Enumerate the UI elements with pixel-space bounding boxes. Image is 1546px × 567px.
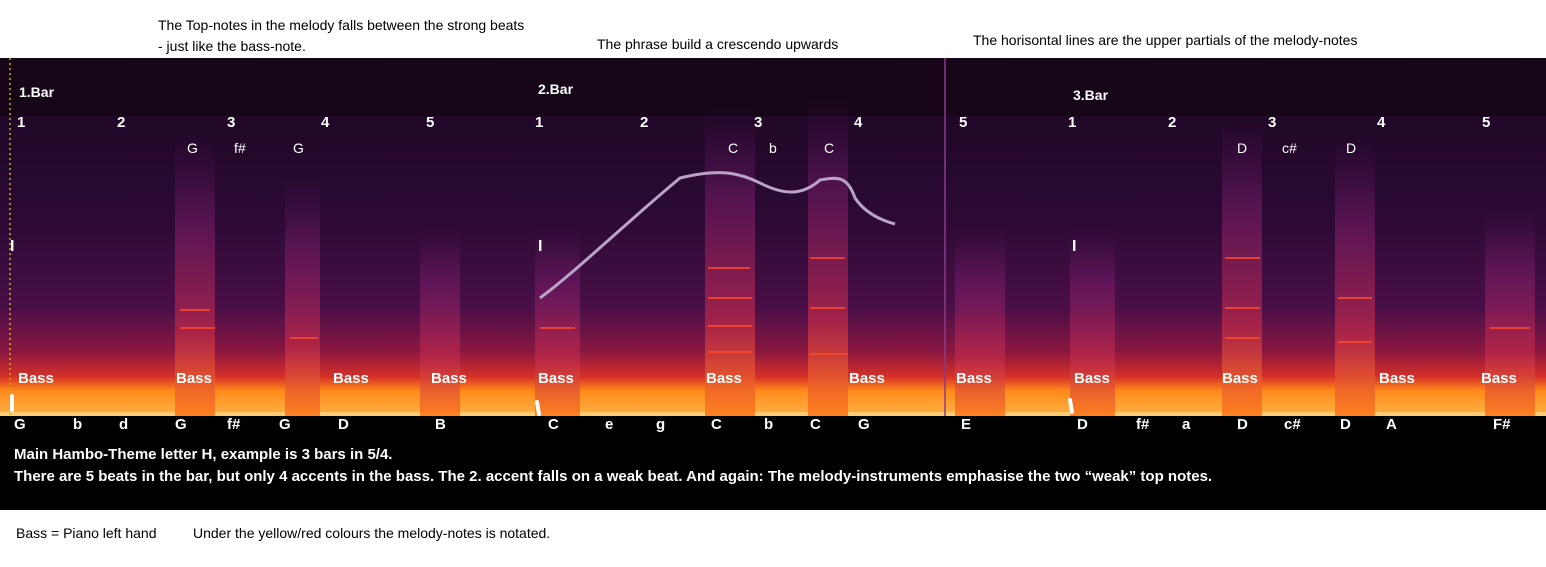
bass-label: Bass xyxy=(18,370,54,387)
melody-high-note: b xyxy=(769,140,777,156)
partial-lines xyxy=(180,257,1530,355)
pitch-name: d xyxy=(119,416,129,433)
beat-number: 4 xyxy=(321,114,330,131)
melody-high-note: G xyxy=(187,140,198,156)
bar-label-3: 3.Bar xyxy=(1073,87,1109,103)
beat-number: 3 xyxy=(227,114,236,131)
pitch-name: C xyxy=(711,416,722,433)
bass-label: Bass xyxy=(1222,370,1258,387)
pitch-name: e xyxy=(605,416,614,433)
spectrogram-graphic xyxy=(0,58,1546,510)
bass-label: Bass xyxy=(956,370,992,387)
pitch-name: a xyxy=(1182,416,1191,433)
pitch-name: C xyxy=(810,416,821,433)
pitch-name: f# xyxy=(1136,416,1150,433)
accent-marker: I xyxy=(538,238,543,255)
bar-label-2: 2.Bar xyxy=(538,81,574,97)
annotation-partials: The horisontal lines are the upper parti… xyxy=(973,32,1358,48)
bass-label: Bass xyxy=(333,370,369,387)
footer-note: Under the yellow/red colours the melody-… xyxy=(193,525,551,541)
info-line-2: There are 5 beats in the bar, but only 4… xyxy=(14,468,1213,485)
crescendo-curve xyxy=(539,171,896,300)
spectrum-background xyxy=(0,58,1546,416)
bar-label-1: 1.Bar xyxy=(19,84,55,100)
pitch-name: E xyxy=(961,416,972,433)
bass-label: Bass xyxy=(1074,370,1110,387)
beat-number: 1 xyxy=(535,114,544,131)
pitch-name: D xyxy=(1340,416,1351,433)
pitch-name: C xyxy=(548,416,559,433)
melody-high-note: f# xyxy=(234,140,246,156)
melody-high-note: D xyxy=(1237,140,1248,156)
pitch-name: g xyxy=(656,416,666,433)
pitch-name: F# xyxy=(1493,416,1511,433)
bass-label: Bass xyxy=(1379,370,1415,387)
pitch-name: f# xyxy=(227,416,241,433)
melody-high-note: C xyxy=(728,140,739,156)
beat-number: 2 xyxy=(1168,114,1177,131)
baseline xyxy=(0,412,1546,416)
info-area xyxy=(0,416,1546,510)
pitch-name: G xyxy=(14,416,26,433)
pitch-name: A xyxy=(1386,416,1397,433)
beat-number: 5 xyxy=(959,114,968,131)
beat-number: 5 xyxy=(1482,114,1491,131)
annotation-crescendo: The phrase build a crescendo upwards xyxy=(597,36,839,52)
bass-label: Bass xyxy=(431,370,467,387)
pitch-name: G xyxy=(279,416,291,433)
pitch-name: D xyxy=(1077,416,1088,433)
accent-marker: I xyxy=(10,238,15,255)
bass-start-markers xyxy=(10,394,1074,416)
footer-bass-definition: Bass = Piano left hand xyxy=(16,525,157,541)
accent-marker: I xyxy=(1072,238,1077,255)
beat-number: 4 xyxy=(1377,114,1386,131)
pitch-name: D xyxy=(1237,416,1248,433)
melody-high-note: G xyxy=(293,140,304,156)
beat-number: 3 xyxy=(754,114,763,131)
beat-number: 5 xyxy=(426,114,435,131)
top-band xyxy=(0,58,1546,116)
pitch-name: D xyxy=(338,416,349,433)
melody-high-note: D xyxy=(1346,140,1357,156)
beat-number: 1 xyxy=(1068,114,1077,131)
beat-number: 2 xyxy=(117,114,126,131)
pitch-name: B xyxy=(435,416,446,433)
bass-label: Bass xyxy=(176,370,212,387)
annotation-top-notes: The Top-notes in the melody falls betwee… xyxy=(158,17,525,33)
beat-number: 3 xyxy=(1268,114,1277,131)
bass-label: Bass xyxy=(1481,370,1517,387)
pitch-name: b xyxy=(73,416,83,433)
bass-label: Bass xyxy=(538,370,574,387)
annotation-bass-note: - just like the bass-note. xyxy=(158,38,306,54)
beat-number: 4 xyxy=(854,114,863,131)
beat-number: 2 xyxy=(640,114,649,131)
spectrogram: 1.Bar 2.Bar 3.Bar 1 2 3 4 5 1 2 3 4 5 1 … xyxy=(0,58,1546,510)
note-columns xyxy=(175,98,1535,416)
bass-label: Bass xyxy=(849,370,885,387)
bar-separators xyxy=(9,58,946,416)
info-line-1: Main Hambo-Theme letter H, example is 3 … xyxy=(14,446,393,463)
bass-label: Bass xyxy=(706,370,742,387)
melody-high-note: C xyxy=(824,140,835,156)
pitch-name: b xyxy=(764,416,774,433)
pitch-name: c# xyxy=(1284,416,1301,433)
beat-number: 1 xyxy=(17,114,26,131)
pitch-name: G xyxy=(858,416,870,433)
melody-high-note: c# xyxy=(1282,140,1297,156)
pitch-name: G xyxy=(175,416,187,433)
